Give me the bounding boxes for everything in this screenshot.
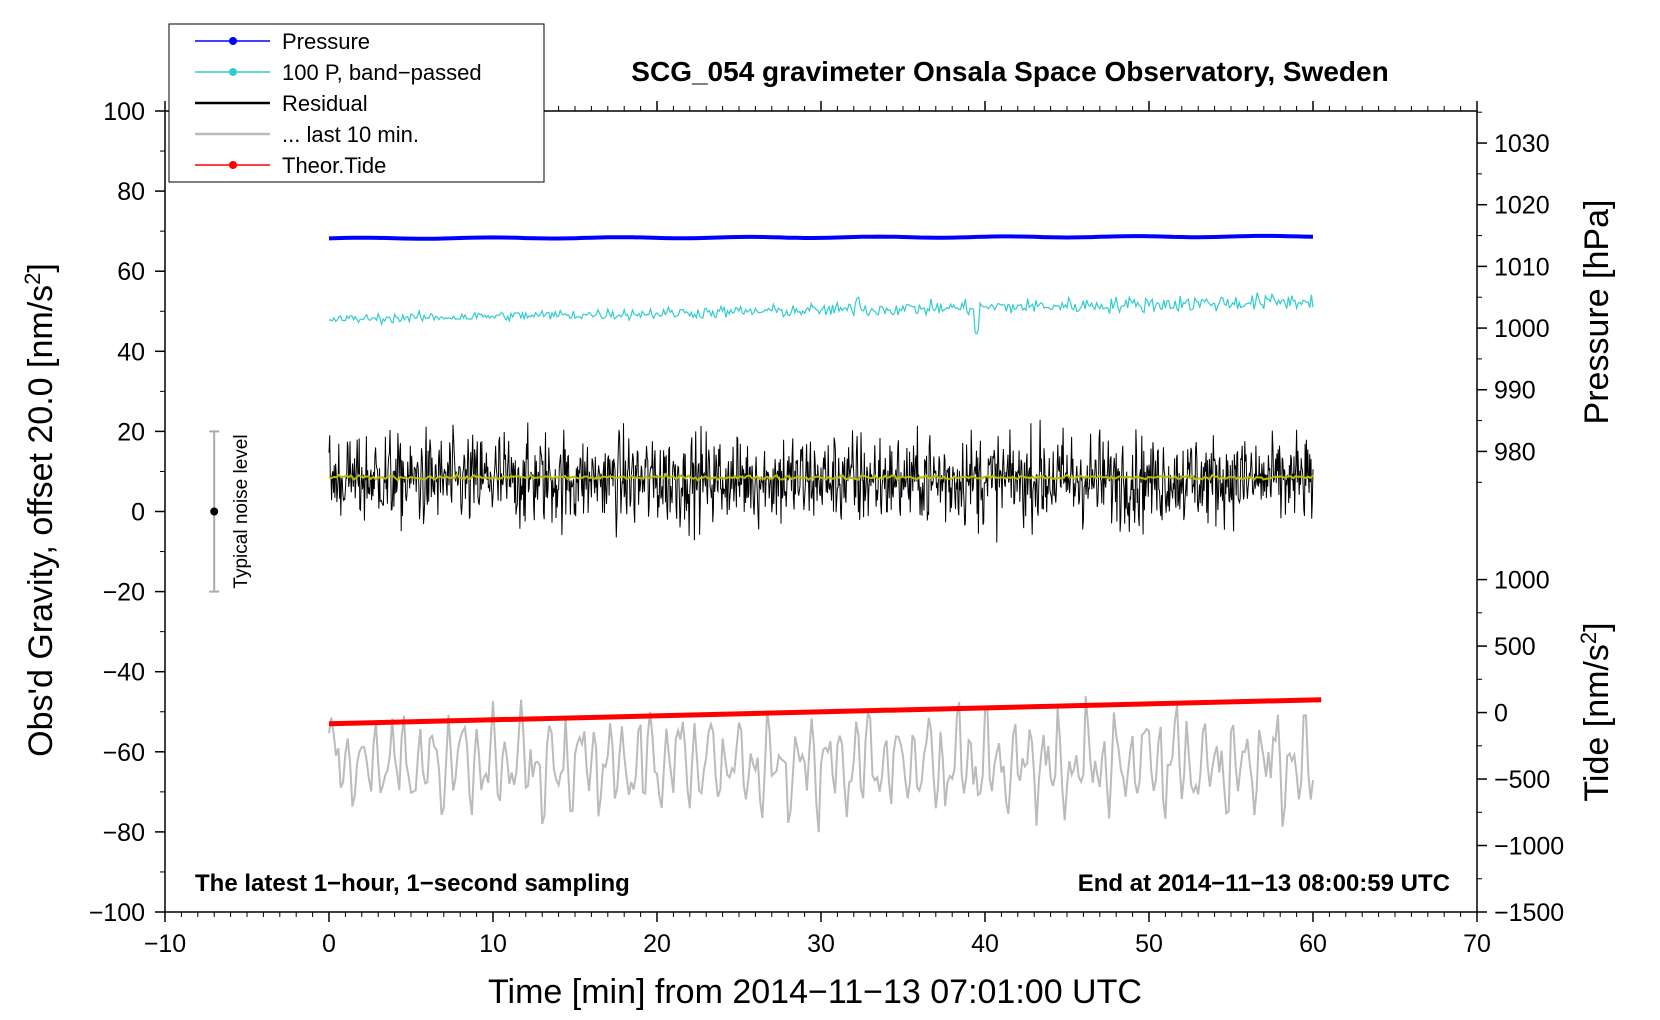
pressure-tick-label-1030: 1030: [1494, 130, 1550, 158]
tide-tick-label-0: 0: [1494, 700, 1508, 728]
y-axis-title-tide-sup: 2: [1576, 632, 1601, 644]
legend-marker-4: [229, 161, 237, 169]
x-tick-label-20: 20: [643, 930, 671, 958]
y-axis-title-gravity: Obs'd Gravity, offset 20.0 [nm/s2]: [20, 263, 61, 757]
x-tick-label-70: 70: [1463, 930, 1491, 958]
legend-label-2: Residual: [282, 91, 368, 116]
y-tick-label-100: 100: [103, 98, 145, 126]
pressure-tick-label-990: 990: [1494, 377, 1536, 405]
series-residual-smoothed: [328, 472, 1314, 483]
pressure-tick-label-1000: 1000: [1494, 315, 1550, 343]
y-axis-title-pressure: Pressure [hPa]: [1578, 200, 1616, 425]
series-last-10-min: [328, 696, 1314, 833]
x-tick-label-50: 50: [1135, 930, 1163, 958]
legend-marker-1: [229, 68, 237, 76]
pressure-tick-label-980: 980: [1494, 438, 1536, 466]
series-theoretical-tide: [328, 697, 1322, 727]
x-tick-label-10: 10: [479, 930, 507, 958]
series-pressure: [328, 233, 1314, 241]
y-axis-title-gravity-end: ]: [22, 263, 60, 272]
y-tick-label--100: −100: [89, 899, 145, 927]
x-axis-title: Time [min] from 2014−11−13 07:01:00 UTC: [488, 973, 1142, 1011]
y-axis-title-gravity-sup: 2: [20, 273, 45, 285]
tide-tick-label-500: 500: [1494, 633, 1536, 661]
x-tick-label-30: 30: [807, 930, 835, 958]
y-tick-label-0: 0: [131, 499, 145, 527]
tide-tick-label-1000: 1000: [1494, 567, 1550, 595]
legend: Pressure 100 P, band−passed Residual ... la…: [168, 23, 545, 183]
y-tick-label--40: −40: [103, 659, 145, 687]
y-tick-label-40: 40: [117, 338, 145, 366]
legend-label-4: Theor.Tide: [282, 153, 386, 178]
legend-label-1: 100 P, band−passed: [282, 60, 482, 85]
tide-tick-label--500: −500: [1494, 766, 1550, 794]
noise-indicator: Typical noise level: [209, 430, 252, 593]
y-tick-label--60: −60: [103, 739, 145, 767]
y-tick-label--80: −80: [103, 819, 145, 847]
x-tick-label--10: −10: [144, 930, 186, 958]
y-tick-label-60: 60: [117, 258, 145, 286]
y-axis-title-tide-end: ]: [1578, 622, 1616, 631]
x-tick-label-60: 60: [1299, 930, 1327, 958]
chart-title: SCG_054 gravimeter Onsala Space Observat…: [631, 56, 1388, 87]
x-tick-label-40: 40: [971, 930, 999, 958]
annotation-sampling: The latest 1−hour, 1−second sampling: [195, 870, 630, 897]
tide-tick-label--1500: −1500: [1494, 899, 1564, 927]
legend-label-3: ... last 10 min.: [282, 122, 419, 147]
y-axis-title-gravity-main: Obs'd Gravity, offset 20.0 [nm/s: [22, 285, 60, 757]
noise-label: Typical noise level: [231, 434, 252, 588]
annotation-end-time: End at 2014−11−13 08:00:59 UTC: [1078, 870, 1450, 897]
series-band-passed-pressure: [328, 292, 1314, 335]
series-layer: [328, 233, 1322, 833]
y-tick-label--20: −20: [103, 579, 145, 607]
y-tick-label-20: 20: [117, 418, 145, 446]
pressure-tick-label-1020: 1020: [1494, 192, 1550, 220]
y-axis-title-tide-main: Tide [nm/s: [1578, 644, 1616, 801]
pressure-tick-label-1010: 1010: [1494, 253, 1550, 281]
series-residual: [328, 419, 1314, 543]
y-tick-label-80: 80: [117, 178, 145, 206]
x-tick-label-0: 0: [322, 930, 336, 958]
legend-label-0: Pressure: [282, 29, 370, 54]
y-axis-title-tide: Tide [nm/s2]: [1576, 622, 1617, 801]
tide-tick-label--1000: −1000: [1494, 833, 1564, 861]
legend-marker-0: [229, 37, 237, 45]
axes-layer: −10 0 10 20 30 40 50 60 70100806040200−20−40−60−…: [89, 98, 1565, 958]
noise-center-dot: [210, 507, 219, 516]
